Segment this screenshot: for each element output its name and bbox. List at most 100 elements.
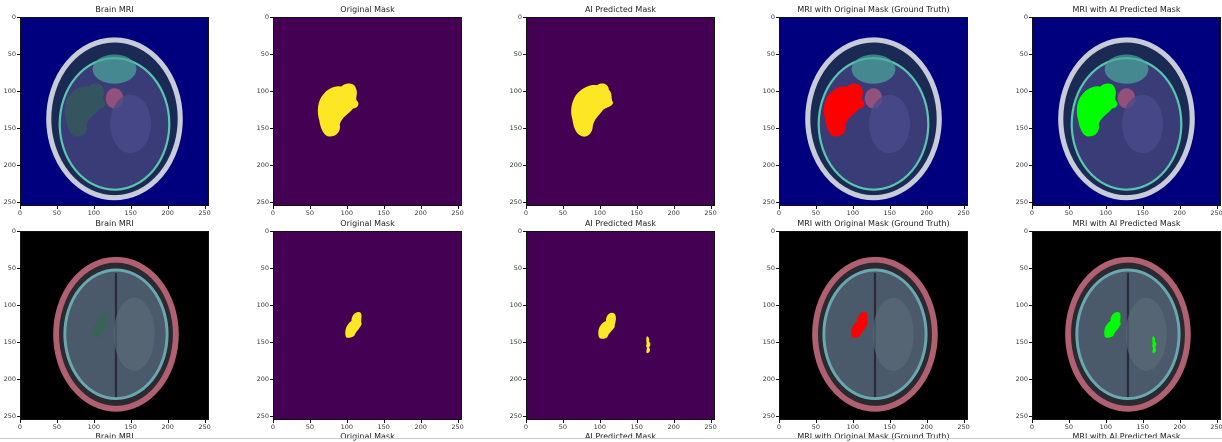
x-tick-mark [204, 206, 206, 209]
x-tick-mark [599, 206, 601, 209]
x-tick-label: 200 [1173, 423, 1186, 431]
y-tick-mark [1029, 53, 1032, 55]
x-tick-mark [1216, 206, 1218, 209]
x-tick-label: 250 [704, 423, 717, 431]
x-tick-label: 200 [920, 209, 933, 217]
y-tick-mark [523, 53, 526, 55]
y-tick-label: 50 [513, 263, 522, 272]
orbit-region [92, 54, 137, 84]
y-tick-label: 100 [256, 86, 269, 95]
x-tick-label: 200 [414, 423, 427, 431]
y-tick-label: 100 [1015, 300, 1028, 309]
x-tick-label: 50 [52, 209, 62, 217]
y-tick-mark [17, 304, 20, 306]
y-tick-label: 50 [7, 49, 16, 58]
y-tick-label: 50 [260, 263, 269, 272]
x-tick-label: 100 [593, 423, 607, 431]
y-tick-label: 200 [509, 160, 522, 169]
y-tick-label: 200 [256, 374, 269, 383]
y-tick-mark [17, 378, 20, 380]
false-positive-overlay [1152, 336, 1157, 354]
y-tick-label: 0 [11, 13, 16, 21]
x-tick-mark [1142, 206, 1144, 209]
x-tick-label: 50 [305, 209, 315, 217]
brain-scan [1065, 256, 1191, 412]
x-tick-label: 0 [776, 209, 782, 217]
y-tick-label: 200 [762, 374, 775, 383]
x-tick-mark [526, 420, 527, 423]
image-canvas [527, 232, 714, 419]
false-positive-mask [646, 336, 651, 354]
y-tick-label: 100 [1015, 86, 1028, 95]
x-tick-label: 150 [883, 423, 896, 431]
y-tick-label: 100 [3, 300, 16, 309]
y-tick-mark [270, 164, 273, 166]
x-tick-label: 50 [1064, 423, 1074, 431]
y-tick-mark [1029, 267, 1032, 269]
tumor-mask [571, 83, 614, 137]
x-tick-mark [167, 420, 169, 423]
x-tick-label: 250 [957, 209, 970, 217]
image-background [527, 232, 714, 419]
x-tick-mark [130, 206, 132, 209]
x-tick-label: 100 [846, 209, 860, 217]
x-tick-label: 100 [846, 423, 860, 431]
x-tick-mark [420, 420, 422, 423]
x-tick-label: 0 [523, 423, 529, 431]
subplot-title: MRI with Original Mask (Ground Truth) [797, 5, 950, 14]
x-tick-mark [889, 420, 891, 423]
x-tick-label: 0 [1029, 209, 1035, 217]
y-tick-label: 100 [509, 300, 522, 309]
x-tick-mark [457, 420, 459, 423]
y-tick-mark [776, 164, 779, 166]
y-tick-label: 0 [264, 13, 269, 21]
x-tick-mark [1179, 206, 1181, 209]
y-tick-mark [523, 231, 526, 232]
x-tick-label: 100 [87, 423, 101, 431]
y-tick-label: 250 [3, 411, 16, 420]
x-tick-mark [204, 420, 206, 423]
x-tick-label: 200 [920, 423, 933, 431]
y-tick-label: 100 [3, 86, 16, 95]
orbit-region [851, 54, 896, 84]
subplot-title: AI Predicted Mask [584, 219, 657, 228]
y-tick-label: 0 [517, 13, 522, 21]
tumor-mask [317, 83, 359, 137]
y-tick-label: 250 [762, 197, 775, 206]
y-tick-mark [17, 231, 20, 232]
y-tick-mark [270, 341, 273, 343]
x-tick-label: 200 [667, 209, 680, 217]
y-tick-mark [1029, 378, 1032, 380]
x-tick-mark [636, 420, 638, 423]
x-tick-mark [346, 420, 348, 423]
next-row-title: AI Predicted Mask [584, 432, 657, 441]
subplot-r1c4: MRI with Original Mask (Ground Truth) 0 50… [763, 5, 970, 217]
y-tick-label: 150 [762, 123, 775, 132]
y-tick-mark [523, 201, 526, 203]
x-tick-label: 200 [414, 209, 427, 217]
x-tick-mark [1216, 420, 1218, 423]
plot-area [273, 17, 462, 206]
plot-area [779, 17, 968, 206]
y-tick-mark [523, 378, 526, 380]
y-tick-mark [776, 267, 779, 269]
image-canvas [274, 232, 461, 419]
y-tick-mark [776, 17, 779, 18]
y-tick-mark [776, 90, 779, 92]
x-tick-mark [20, 420, 21, 423]
y-tick-label: 150 [256, 123, 269, 132]
ground-truth-overlay [823, 83, 865, 137]
y-tick-label: 150 [3, 337, 16, 346]
x-tick-label: 50 [305, 423, 315, 431]
y-tick-mark [1029, 415, 1032, 417]
brain-scan [812, 256, 938, 412]
plot-area [273, 231, 462, 420]
x-tick-mark [963, 206, 965, 209]
subplot-title: MRI with AI Predicted Mask [1072, 5, 1181, 14]
y-tick-mark [523, 341, 526, 343]
image-background [527, 18, 714, 205]
y-tick-label: 0 [770, 13, 775, 21]
x-tick-mark [309, 206, 311, 209]
plot-area [20, 231, 209, 420]
x-tick-label: 100 [340, 209, 354, 217]
